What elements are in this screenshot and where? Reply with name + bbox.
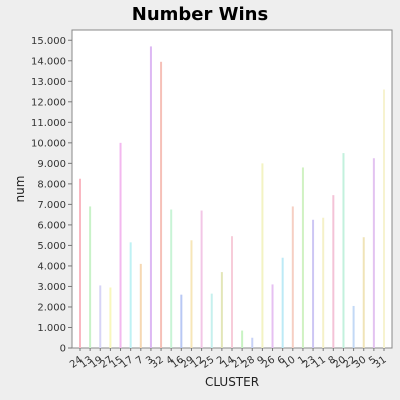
y-tick-label: 13.000 [31,77,66,88]
bar [170,209,173,348]
x-axis-label: CLUSTER [205,375,259,389]
bar [190,240,193,348]
bar [372,158,375,348]
bar [342,153,345,348]
bar [160,61,163,349]
x-tick-label: 7 [134,354,146,367]
bar [362,237,365,348]
bar [109,287,112,348]
bar [89,206,92,348]
x-tick-label: 9 [256,354,268,367]
bar [241,330,244,348]
y-tick-label: 5.000 [37,241,66,252]
bar [149,46,152,348]
y-tick-label: 14.000 [31,56,66,67]
bar [301,167,304,348]
x-tick-label: 2 [215,354,227,367]
y-tick-label: 3.000 [37,282,66,293]
x-tick-label: 11 [311,354,328,370]
bar [352,305,355,348]
bar [231,236,233,348]
x-tick-label: 25 [200,354,217,370]
x-axis: 2413192715177332416291225214212892661012… [68,348,389,371]
y-tick-label: 12.000 [31,97,66,108]
bar [383,89,385,349]
bar [332,195,335,348]
bar [79,178,81,348]
y-tick-label: 2.000 [37,302,66,313]
y-tick-label: 0 [60,344,66,355]
x-tick-label: 17 [119,354,136,370]
x-tick-label: 1 [296,354,308,367]
bar [281,257,284,348]
y-tick-label: 4.000 [37,261,66,272]
y-tick-label: 15.000 [31,36,66,47]
bar [312,219,315,348]
bar [119,142,122,348]
bar [210,293,213,348]
y-tick-label: 7.000 [37,200,66,211]
bar [220,272,223,348]
bar [271,284,274,348]
bar [99,285,102,348]
x-tick-label: 3 [144,354,156,367]
bar [291,206,294,348]
x-tick-label: 30 [352,354,369,370]
y-tick-label: 11.000 [31,118,66,129]
x-tick-label: 4 [164,354,176,367]
x-tick-label: 28 [240,354,257,370]
x-tick-label: 32 [149,354,166,370]
y-tick-label: 1.000 [37,323,66,334]
chart-title: Number Wins [132,4,268,25]
x-tick-label: 31 [372,354,389,370]
x-tick-label: 5 [367,354,379,367]
y-tick-label: 9.000 [37,159,66,170]
bar [139,263,142,348]
y-tick-label: 8.000 [37,179,66,190]
bar [261,163,264,348]
bar [200,210,203,348]
x-tick-label: 10 [281,354,298,370]
y-axis: 0 1.000 2.000 3.000 4.000 5.000 6.000 7.000 8.00… [31,36,72,355]
y-axis-label: num [13,176,27,203]
x-tick-label: 6 [276,354,288,367]
y-tick-label: 10.000 [31,138,66,149]
bar [251,337,254,348]
x-tick-label: 26 [261,354,278,370]
bars [79,46,385,349]
bar [129,242,132,348]
bar [322,217,325,348]
y-tick-label: 6.000 [37,220,66,231]
bar [180,294,183,348]
x-tick-label: 8 [327,354,339,367]
